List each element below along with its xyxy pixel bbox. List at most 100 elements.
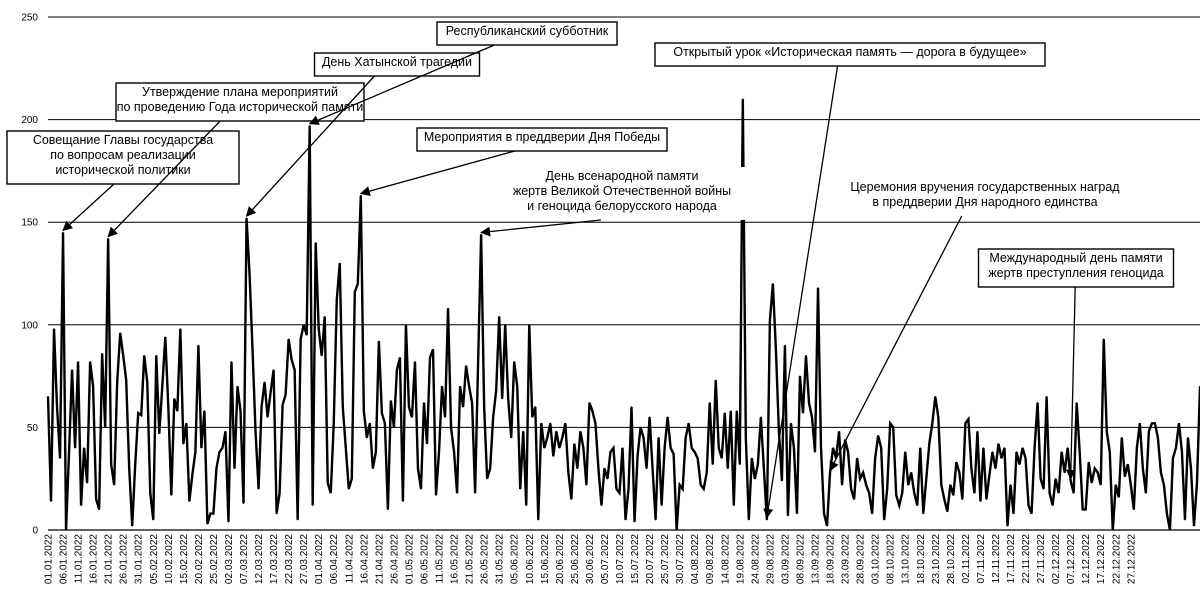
x-tick-label: 05.06.2022 — [510, 534, 521, 584]
data-point — [1175, 447, 1177, 449]
data-point — [50, 500, 52, 502]
data-point — [697, 457, 699, 459]
data-point — [667, 416, 669, 418]
data-point — [200, 447, 202, 449]
annotation-arrow — [763, 65, 839, 519]
data-point — [269, 391, 272, 394]
data-point — [459, 385, 461, 387]
x-tick-label: 06.01.2022 — [59, 534, 70, 584]
data-point — [441, 385, 443, 387]
data-point — [654, 519, 657, 521]
x-tick-label: 31.05.2022 — [495, 534, 506, 584]
data-point — [194, 451, 196, 453]
annotation-arrow — [107, 120, 221, 238]
data-point — [510, 437, 512, 439]
data-point — [715, 379, 717, 381]
data-point — [327, 482, 329, 484]
data-point — [657, 437, 660, 439]
data-point — [778, 430, 780, 433]
data-point — [345, 447, 347, 449]
x-tick-label: 03.10.2022 — [871, 534, 882, 584]
data-point — [167, 406, 169, 408]
data-point — [119, 332, 121, 334]
data-point — [513, 361, 515, 363]
data-point — [1088, 461, 1090, 463]
annotation-arrow — [359, 150, 515, 196]
data-point — [651, 467, 654, 470]
data-point — [525, 504, 527, 506]
data-point — [266, 416, 269, 418]
data-point — [182, 443, 184, 445]
data-point — [880, 447, 882, 449]
data-point — [420, 488, 422, 490]
data-point — [691, 447, 693, 449]
data-point — [516, 385, 518, 387]
x-tick-label: 31.01.2022 — [134, 534, 145, 584]
data-point — [375, 451, 377, 453]
data-point — [74, 447, 76, 449]
data-point — [862, 471, 864, 474]
data-point — [366, 437, 368, 439]
data-point — [212, 512, 215, 515]
data-point — [1166, 512, 1168, 515]
data-point — [597, 467, 600, 470]
data-point — [709, 402, 711, 404]
data-point — [1021, 447, 1024, 449]
data-point — [579, 430, 581, 433]
x-tick-label: 26.04.2022 — [389, 534, 400, 584]
data-point — [1009, 484, 1012, 486]
data-point — [402, 500, 404, 502]
data-point — [429, 357, 431, 359]
data-point — [197, 344, 199, 346]
annotation-text: День Хатынской трагедии — [322, 55, 472, 69]
data-point — [68, 451, 70, 453]
data-point — [829, 471, 831, 474]
data-point — [1163, 484, 1165, 486]
data-point — [1157, 437, 1159, 439]
data-point — [351, 478, 353, 480]
x-tick-label: 04.08.2022 — [690, 534, 701, 584]
x-tick-label: 20.07.2022 — [645, 534, 656, 584]
data-point — [850, 488, 852, 490]
data-point — [940, 484, 942, 486]
data-point — [312, 504, 314, 506]
annotation-box — [313, 52, 481, 77]
x-tick-label: 25.02.2022 — [209, 534, 220, 584]
data-point — [134, 463, 136, 465]
x-tick-label: 16.05.2022 — [450, 534, 461, 584]
x-tick-label: 13.09.2022 — [810, 534, 821, 584]
data-point — [937, 416, 939, 418]
data-point — [1033, 447, 1036, 449]
data-point — [618, 492, 621, 494]
x-tick-label: 22.12.2022 — [1111, 534, 1122, 584]
x-tick-label: 15.06.2022 — [540, 534, 551, 584]
data-point — [531, 416, 533, 418]
data-point — [838, 430, 840, 433]
data-point — [303, 324, 305, 326]
data-point — [1024, 457, 1027, 459]
data-point — [871, 512, 873, 515]
data-point — [179, 328, 181, 330]
data-point — [432, 348, 434, 351]
data-point — [727, 467, 729, 470]
data-point — [125, 379, 127, 381]
data-point — [913, 492, 915, 494]
x-tick-label: 28.09.2022 — [856, 534, 867, 584]
x-tick-label: 25.07.2022 — [660, 534, 671, 584]
data-point — [477, 361, 479, 363]
annotation-text: и геноцида белорусского народа — [527, 199, 717, 213]
data-point — [567, 471, 569, 474]
annotation-box — [654, 42, 1046, 67]
data-point — [1052, 504, 1054, 506]
data-point — [1046, 396, 1048, 398]
data-point — [612, 447, 615, 449]
data-point — [1042, 488, 1045, 490]
data-point — [549, 422, 551, 424]
data-point — [257, 488, 260, 490]
data-point — [694, 451, 696, 453]
data-point — [254, 430, 257, 433]
data-point — [582, 447, 584, 449]
x-tick-label: 01.05.2022 — [404, 534, 415, 584]
data-point — [285, 393, 287, 396]
data-point — [309, 125, 311, 127]
